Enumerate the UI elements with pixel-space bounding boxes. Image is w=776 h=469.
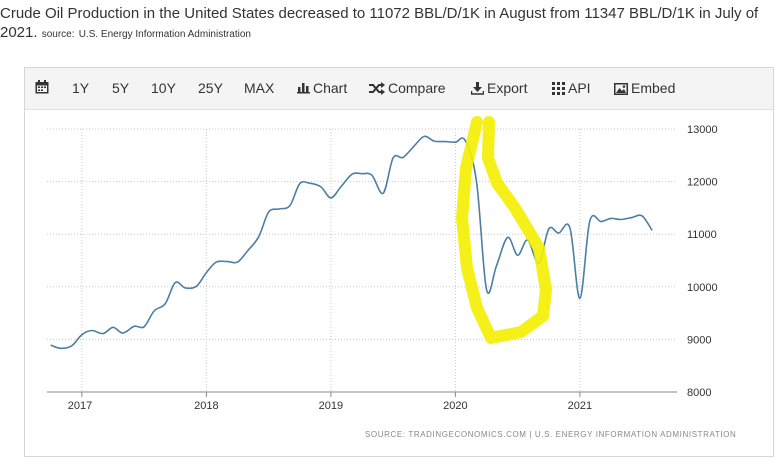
compare-button[interactable]: Compare	[369, 80, 446, 96]
headline: Crude Oil Production in the United State…	[0, 4, 772, 44]
x-tick-label: 2017	[68, 400, 92, 412]
data-point	[236, 261, 239, 264]
range-5y-button[interactable]: 5Y	[112, 80, 130, 96]
export-button[interactable]: Export	[470, 80, 528, 96]
range-1y-button[interactable]: 1Y	[72, 80, 90, 96]
range-25y-button[interactable]: 25Y	[198, 80, 223, 96]
data-point	[111, 326, 114, 329]
data-point	[547, 227, 550, 230]
data-point	[215, 261, 218, 264]
data-point	[267, 211, 270, 214]
y-tick-label: 9000	[687, 334, 711, 346]
data-point	[226, 260, 229, 263]
data-point	[631, 216, 634, 219]
chart-toolbar: 1Y 5Y 10Y 25Y MAX Chart Compare Export A…	[25, 68, 773, 110]
y-tick-label: 12000	[687, 177, 718, 189]
data-point	[80, 333, 83, 336]
data-point	[423, 135, 426, 138]
image-icon	[614, 83, 628, 95]
data-point	[651, 229, 654, 232]
api-button[interactable]: API	[552, 80, 591, 96]
x-tick-label: 2019	[319, 400, 343, 412]
y-tick-label: 11000	[687, 229, 717, 241]
data-point	[600, 220, 603, 223]
data-point	[246, 250, 249, 253]
data-point	[392, 156, 395, 159]
data-point	[402, 156, 405, 159]
data-point	[277, 207, 280, 210]
data-point	[433, 140, 436, 143]
chart-button[interactable]: Chart	[297, 80, 347, 96]
headline-text: Crude Oil Production in the United State…	[0, 5, 759, 41]
data-point	[351, 173, 354, 176]
data-point	[641, 214, 644, 217]
data-point	[557, 232, 560, 235]
highlight-annotation	[456, 116, 552, 344]
data-point	[319, 185, 322, 188]
data-point	[121, 332, 124, 335]
data-point	[413, 144, 416, 147]
series-line-crude-oil-production	[50, 135, 653, 350]
data-point	[174, 281, 177, 284]
data-point	[516, 254, 519, 257]
data-point	[49, 344, 52, 347]
shuffle-icon	[369, 82, 385, 95]
data-point	[90, 329, 93, 332]
embed-button-label: Embed	[631, 80, 676, 96]
data-point	[370, 174, 373, 177]
calendar-icon[interactable]	[35, 79, 52, 95]
data-point	[361, 172, 364, 175]
data-point	[102, 332, 105, 335]
data-point	[70, 344, 73, 347]
data-point	[444, 140, 447, 143]
chart-button-label: Chart	[313, 80, 348, 96]
line-chart: 13000 12000 11000 10000 9000 8000 2017 2018 2019…	[47, 116, 718, 412]
data-point	[454, 141, 457, 144]
x-tick-label: 2018	[194, 400, 218, 412]
data-point	[485, 288, 488, 291]
range-10y-button[interactable]: 10Y	[151, 80, 176, 96]
data-point	[143, 325, 146, 328]
data-point	[339, 185, 342, 188]
chart-footer-source: SOURCE: TRADINGECONOMICS.COM | U.S. ENER…	[365, 430, 737, 439]
data-point	[164, 302, 167, 305]
export-button-label: Export	[487, 80, 528, 96]
data-point	[153, 309, 156, 312]
data-point	[205, 271, 208, 274]
data-point	[298, 182, 301, 185]
y-tick-label: 13000	[687, 124, 718, 136]
compare-button-label: Compare	[388, 80, 446, 96]
api-button-label: API	[568, 80, 591, 96]
data-point	[619, 218, 622, 221]
data-point	[184, 286, 187, 289]
data-point	[475, 180, 478, 183]
data-point	[133, 325, 136, 328]
range-max-button[interactable]: MAX	[244, 80, 275, 96]
download-icon	[470, 82, 485, 95]
chart-panel: 1Y 5Y 10Y 25Y MAX Chart Compare Export A…	[24, 67, 774, 457]
data-point	[506, 236, 509, 239]
data-point	[59, 347, 62, 350]
y-tick-label: 10000	[687, 282, 718, 294]
y-tick-label: 8000	[687, 387, 711, 399]
data-point	[382, 192, 385, 195]
headline-source-prefix: source:	[41, 29, 75, 40]
data-point	[257, 235, 260, 238]
bar-chart-icon	[297, 83, 310, 94]
x-tick-label: 2021	[568, 400, 592, 412]
headline-source: U.S. Energy Information Administration	[78, 29, 251, 40]
data-point	[329, 196, 332, 199]
data-point	[588, 220, 591, 223]
data-point	[578, 297, 581, 300]
x-tick-label: 2020	[443, 400, 467, 412]
data-point	[568, 226, 571, 229]
grid-icon	[552, 82, 565, 95]
data-point	[308, 182, 311, 185]
data-point	[610, 217, 613, 220]
embed-button[interactable]: Embed	[614, 80, 675, 96]
data-point	[495, 264, 498, 267]
data-point	[288, 204, 291, 207]
data-point	[195, 285, 198, 288]
